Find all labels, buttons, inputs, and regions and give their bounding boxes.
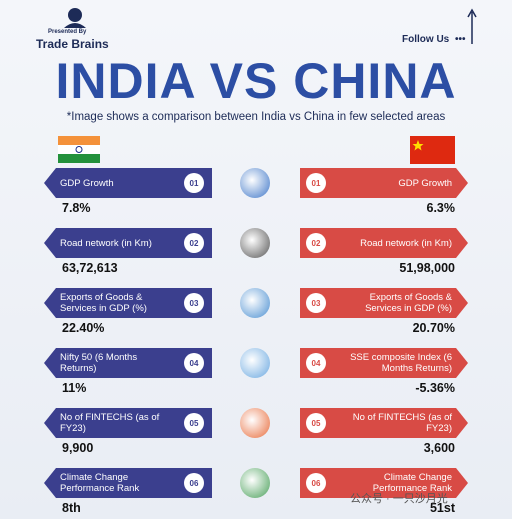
china-value: -5.36%: [415, 381, 455, 395]
china-label-pill: GDP Growth: [300, 168, 468, 198]
subtitle: *Image shows a comparison between India …: [66, 111, 446, 123]
category-icon: [240, 408, 270, 438]
china-label-pill: Exports of Goods & Services in GDP (%): [300, 288, 468, 318]
india-label: GDP Growth: [60, 177, 114, 189]
india-value: 9,900: [62, 441, 94, 455]
row-number: 01: [184, 173, 204, 193]
watermark: 公众号 · 一只沙月光: [350, 493, 448, 505]
china-label-pill: Climate Change Performance Rank: [300, 468, 468, 498]
row-number: 04: [306, 353, 326, 373]
svg-text:•••: •••: [455, 34, 466, 45]
brand: Trade Brains: [36, 37, 109, 51]
india-label: Nifty 50 (6 Months Returns): [60, 352, 138, 374]
india-value: 22.40%: [62, 321, 105, 335]
china-value: 20.70%: [412, 321, 455, 335]
china-label: Road network (in Km): [360, 237, 452, 249]
india-label: Road network (in Km): [60, 237, 152, 249]
china-value: 3,600: [423, 441, 455, 455]
china-value: 6.3%: [426, 201, 456, 215]
category-icon: [240, 348, 270, 378]
china-value: 51st: [429, 501, 455, 515]
row-number: 06: [184, 473, 204, 493]
decorations: •••: [58, 8, 477, 164]
india-value: 11%: [62, 381, 87, 395]
india-label: No of FINTECHS (as of FY23): [60, 412, 160, 434]
china-label: GDP Growth: [398, 177, 452, 189]
row-number: 04: [184, 353, 204, 373]
china-label: SSE composite Index (6 Months Returns): [350, 352, 452, 374]
india-label-pill: Nifty 50 (6 Months Returns): [44, 348, 212, 378]
india-value: 63,72,613: [62, 261, 118, 275]
row-number: 03: [184, 293, 204, 313]
india-label-pill: Exports of Goods & Services in GDP (%): [44, 288, 212, 318]
india-label: Climate Change Performance Rank: [60, 472, 140, 494]
category-icon: [240, 468, 270, 498]
presented-by: Presented By: [48, 29, 87, 35]
category-icon: [240, 168, 270, 198]
india-value: 8th: [62, 501, 81, 515]
china-label: No of FINTECHS (as of FY23): [352, 412, 452, 434]
india-value: 7.8%: [62, 201, 91, 215]
category-icon: [240, 288, 270, 318]
china-label-pill: Road network (in Km): [300, 228, 468, 258]
row-number: 01: [306, 173, 326, 193]
china-label: Climate Change Performance Rank: [372, 472, 452, 494]
row-number: 05: [184, 413, 204, 433]
row-number: 02: [184, 233, 204, 253]
china-value: 51,98,000: [399, 261, 455, 275]
row-number: 05: [306, 413, 326, 433]
china-label: Exports of Goods & Services in GDP (%): [365, 292, 452, 314]
row-number: 02: [306, 233, 326, 253]
title: INDIA VS CHINA: [55, 53, 457, 109]
india-label: Exports of Goods & Services in GDP (%): [60, 292, 147, 314]
category-icon: [240, 228, 270, 258]
china-label-pill: No of FINTECHS (as of FY23): [300, 408, 468, 438]
row-number: 03: [306, 293, 326, 313]
row-number: 06: [306, 473, 326, 493]
follow-us[interactable]: Follow Us: [402, 34, 450, 45]
china-label-pill: SSE composite Index (6 Months Returns): [300, 348, 468, 378]
india-label-pill: No of FINTECHS (as of FY23): [44, 408, 212, 438]
